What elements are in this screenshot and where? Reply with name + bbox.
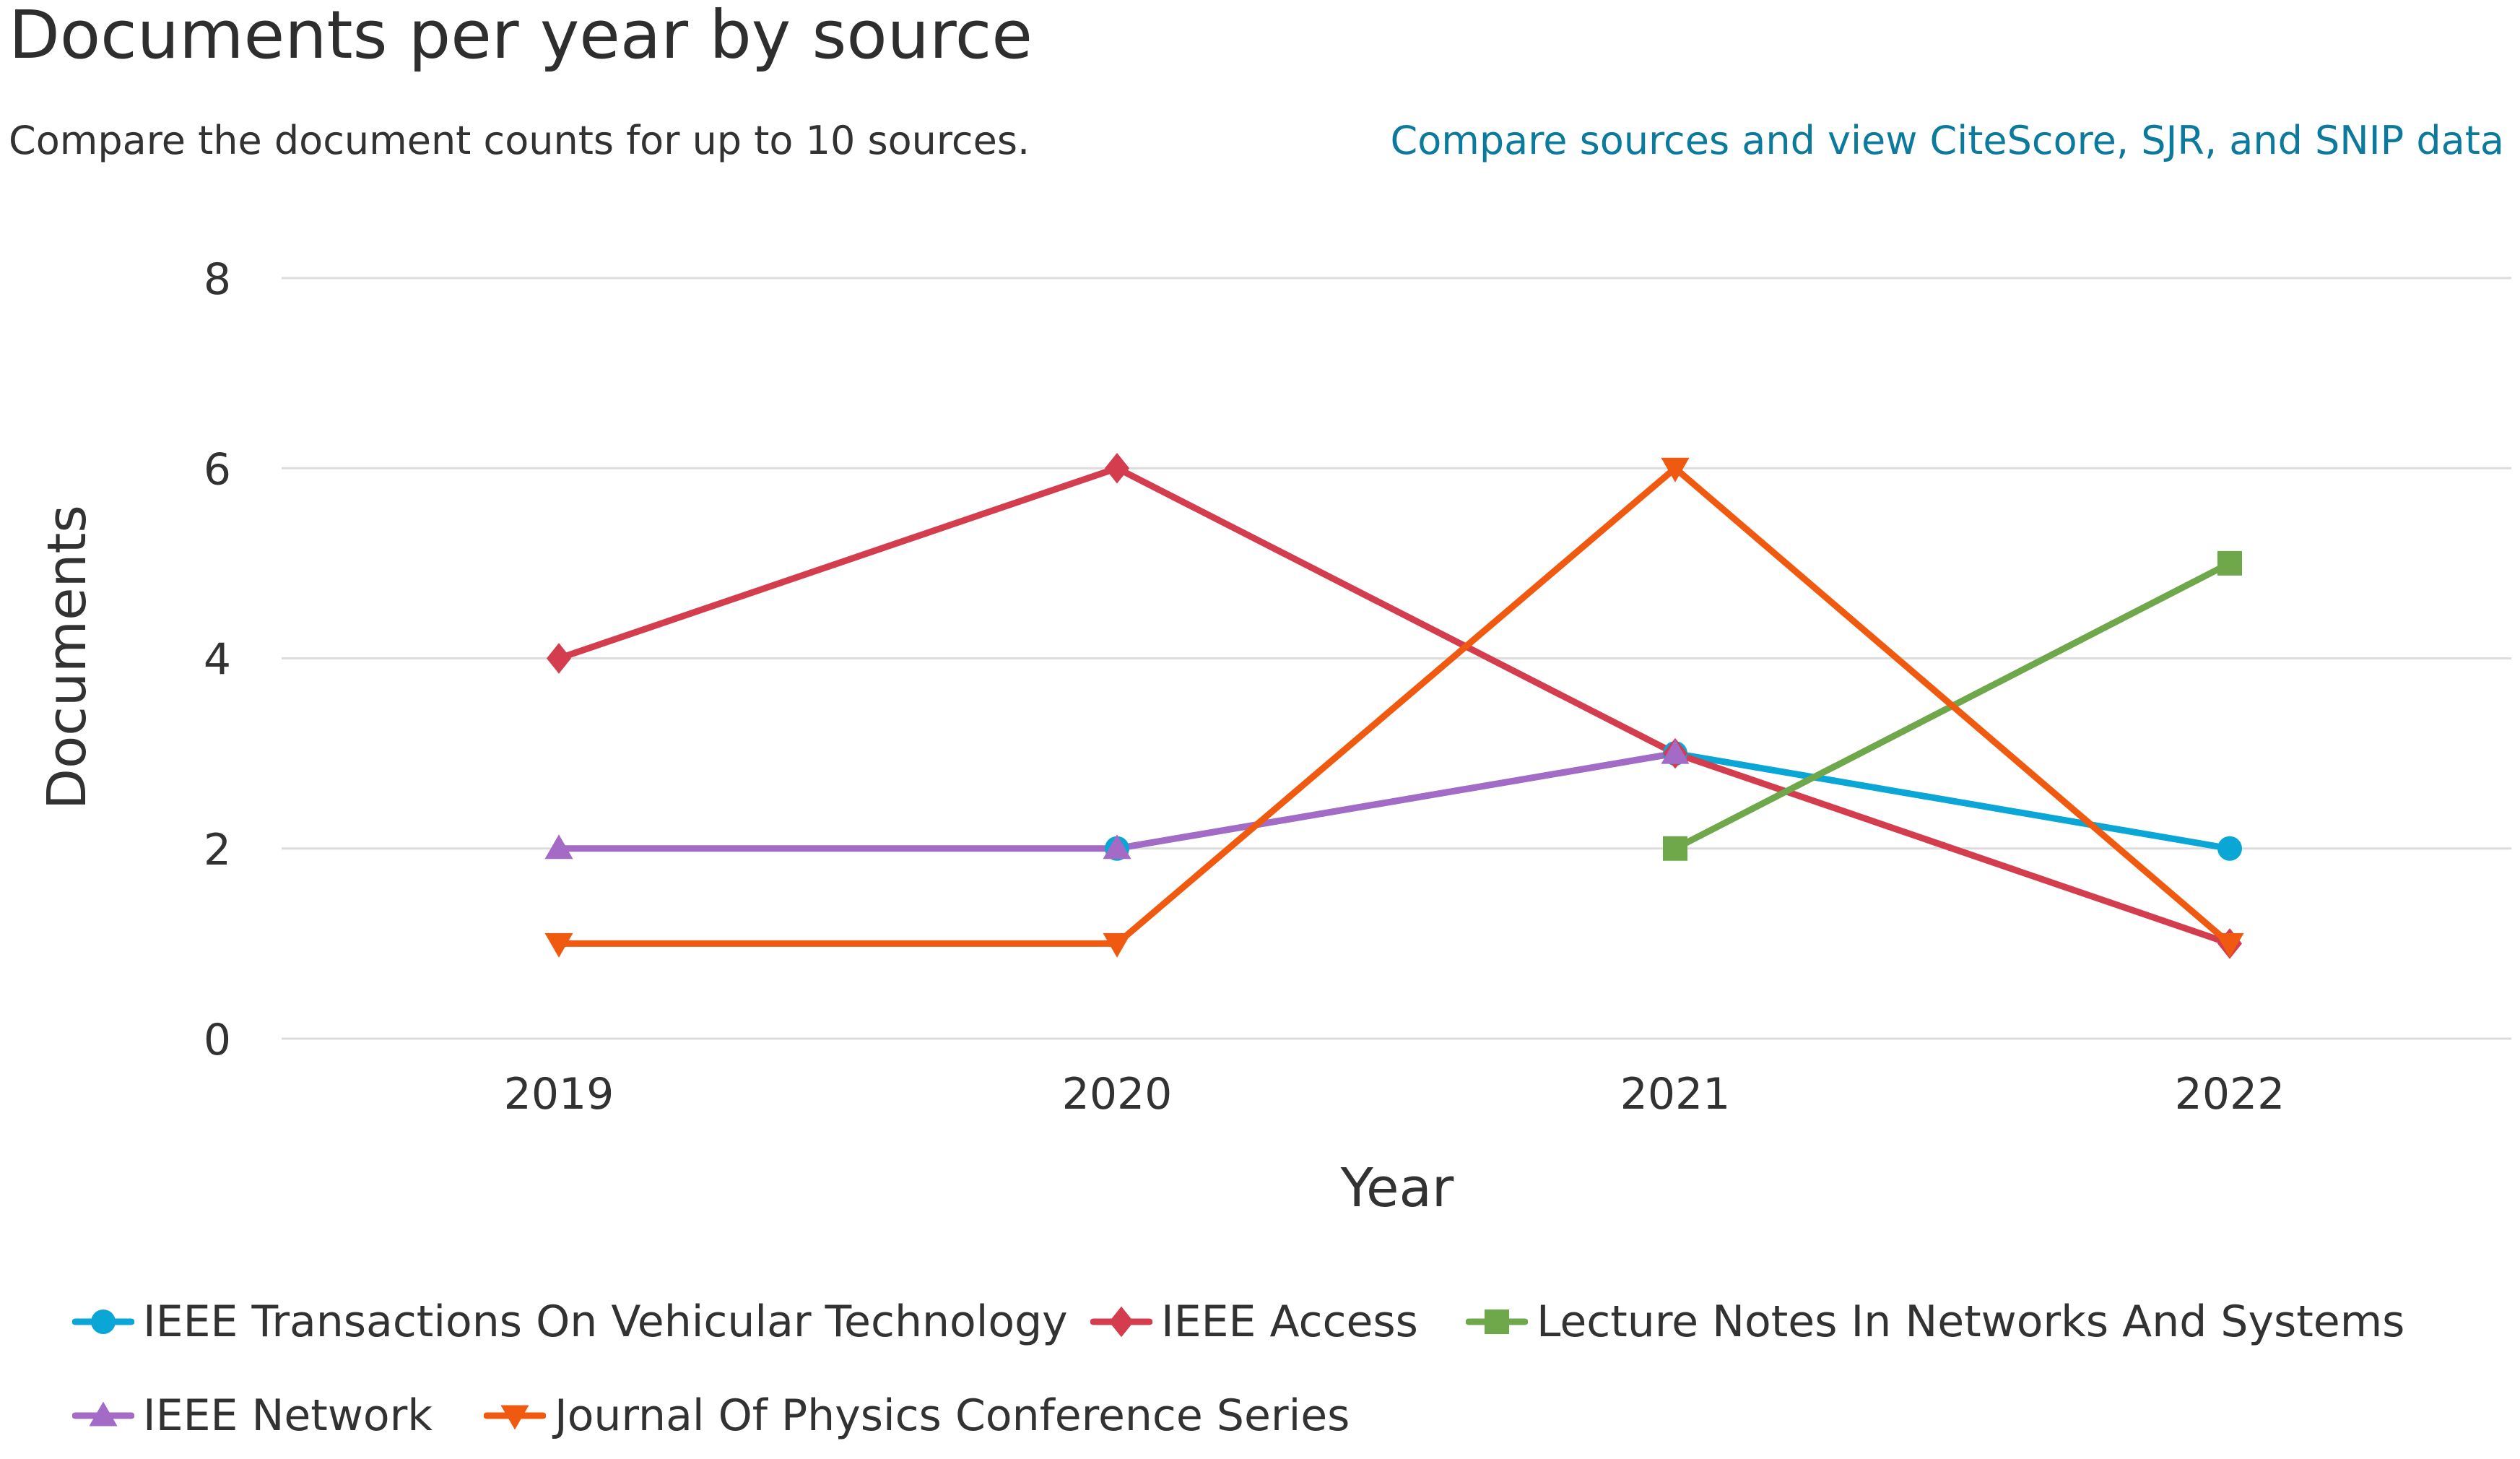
data-point-journal-of-physics-conference-series[interactable] (2215, 932, 2244, 958)
x-tick-label: 2022 (2175, 1069, 2285, 1120)
y-tick-label: 4 (204, 635, 231, 685)
y-tick-label: 2 (204, 825, 231, 875)
series-line-ieee-access (555, 464, 2233, 947)
series-markers (544, 453, 2244, 959)
data-point-ieee-network[interactable] (1661, 739, 1690, 764)
x-axis-ticks: 2019 2020 2021 2022 (504, 1069, 2285, 1120)
data-point-ieee-network[interactable] (544, 834, 573, 860)
legend-label: IEEE Transactions On Vehicular Technolog… (143, 1296, 1068, 1347)
legend-marker (91, 1309, 116, 1334)
legend-marker (1485, 1309, 1509, 1334)
y-tick-label: 8 (204, 254, 231, 305)
y-tick-label: 6 (204, 444, 231, 495)
data-point-ieee-access[interactable] (1105, 453, 1129, 484)
x-tick-label: 2020 (1062, 1069, 1173, 1120)
chart-subtitle: Compare the document counts for up to 10… (9, 118, 1030, 163)
legend-label: IEEE Network (143, 1390, 433, 1441)
compare-sources-link[interactable]: Compare sources and view CiteScore, SJR,… (1390, 118, 2504, 163)
legend-diamond-icon (1090, 1306, 1152, 1338)
legend-triangle-up-icon (72, 1401, 134, 1426)
data-point-lecture-notes-in-networks-and-systems[interactable] (2217, 550, 2242, 576)
legend-triangle-down-icon (484, 1405, 546, 1430)
legend-label: Journal Of Physics Conference Series (555, 1390, 1350, 1441)
data-point-ieee-network[interactable] (1103, 834, 1131, 860)
line-chart: 0 2 4 6 8 2019 2020 2021 2022 Documents Year (36, 254, 2511, 1219)
page-title: Documents per year by source (9, 0, 1033, 74)
legend-item-ieee-access[interactable]: IEEE Access (1090, 1278, 1418, 1365)
data-point-ieee-access[interactable] (547, 643, 571, 674)
legend-item-journal-of-physics-conference-series[interactable]: Journal Of Physics Conference Series (484, 1372, 1350, 1459)
x-tick-label: 2019 (504, 1069, 614, 1120)
series-line-ieee-network (555, 750, 1679, 852)
data-point-journal-of-physics-conference-series[interactable] (544, 932, 573, 958)
legend-marker (89, 1401, 118, 1426)
y-tick-label: 0 (204, 1015, 231, 1065)
legend-circle-icon (72, 1309, 134, 1334)
series-lines (555, 464, 2233, 947)
data-point-lecture-notes-in-networks-and-systems[interactable] (1663, 836, 1687, 861)
x-tick-label: 2021 (1620, 1069, 1731, 1120)
y-axis-ticks: 0 2 4 6 8 (204, 254, 231, 1065)
series-line-journal-of-physics-conference-series (555, 464, 2233, 947)
legend-item-lecture-notes-in-networks-and-systems[interactable]: Lecture Notes In Networks And Systems (1466, 1278, 2404, 1365)
legend-square-icon (1466, 1309, 1528, 1334)
legend-item-ieee-transactions-on-vehicular-technology[interactable]: IEEE Transactions On Vehicular Technolog… (72, 1278, 1068, 1365)
legend-marker (500, 1405, 529, 1430)
legend-label: IEEE Access (1161, 1296, 1418, 1347)
data-point-journal-of-physics-conference-series[interactable] (1661, 457, 1690, 482)
legend-item-ieee-network[interactable]: IEEE Network (72, 1372, 433, 1459)
legend-marker (1109, 1306, 1134, 1338)
x-axis-label: Year (1340, 1157, 1454, 1219)
legend-label: Lecture Notes In Networks And Systems (1537, 1296, 2405, 1347)
data-point-journal-of-physics-conference-series[interactable] (1103, 932, 1131, 958)
y-axis-label: Documents (36, 505, 98, 810)
data-point-ieee-transactions-on-vehicular-technology[interactable] (2217, 836, 2242, 861)
